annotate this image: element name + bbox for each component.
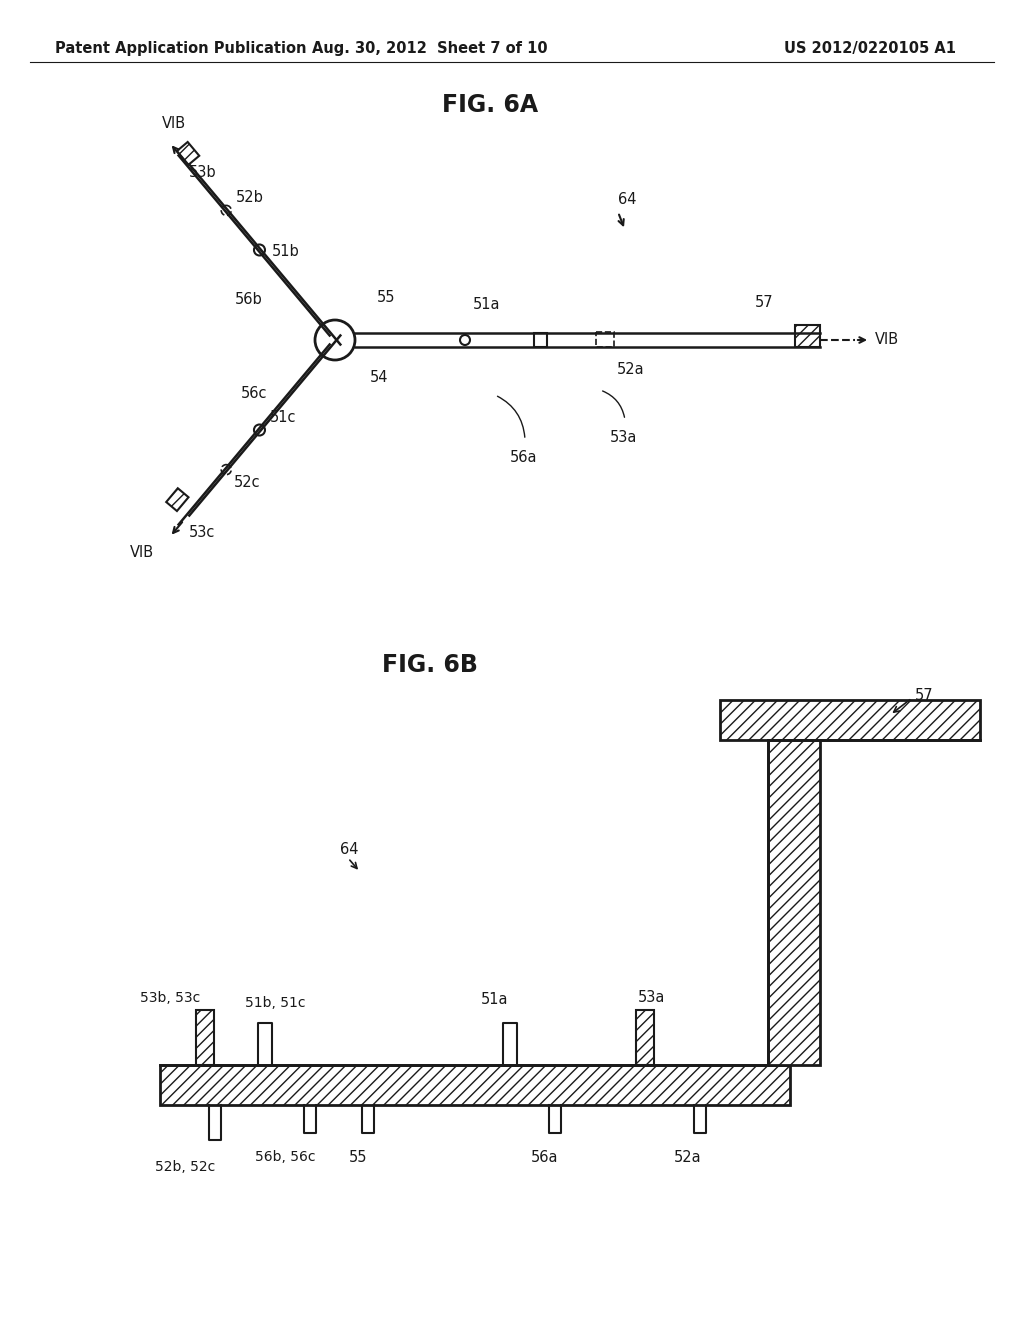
Text: 55: 55 [349, 1150, 368, 1166]
Text: 53b: 53b [189, 165, 216, 180]
Text: 52a: 52a [674, 1150, 701, 1166]
Text: 57: 57 [915, 688, 934, 702]
Text: 55: 55 [377, 290, 395, 305]
Text: 51b, 51c: 51b, 51c [245, 997, 305, 1010]
Text: 64: 64 [340, 842, 358, 858]
Text: 56b: 56b [234, 293, 262, 308]
Text: 52a: 52a [617, 362, 645, 378]
Bar [795, 325, 820, 347]
Text: VIB: VIB [162, 116, 186, 131]
Bar [596, 333, 614, 347]
Text: FIG. 6A: FIG. 6A [442, 92, 538, 117]
Text: 53c: 53c [189, 525, 215, 540]
Text: 51b: 51b [271, 244, 299, 260]
Text: 51c: 51c [269, 411, 296, 425]
Text: Patent Application Publication: Patent Application Publication [55, 41, 306, 55]
Bar [166, 488, 188, 511]
Bar [177, 143, 200, 165]
Text: 52b, 52c: 52b, 52c [155, 1160, 215, 1173]
Text: VIB: VIB [874, 333, 899, 347]
Bar [768, 719, 820, 1065]
Bar [160, 1065, 790, 1105]
Bar [636, 1010, 654, 1065]
Text: 53b, 53c: 53b, 53c [140, 991, 201, 1005]
Text: 53a: 53a [638, 990, 666, 1005]
Text: 57: 57 [755, 294, 773, 310]
Text: 51a: 51a [473, 297, 501, 312]
Text: 54: 54 [370, 371, 388, 385]
Text: 51a: 51a [481, 993, 509, 1007]
Text: 56a: 56a [510, 450, 538, 465]
Text: 64: 64 [618, 193, 637, 207]
Text: 56c: 56c [241, 385, 267, 400]
Text: FIG. 6B: FIG. 6B [382, 653, 478, 677]
Text: Aug. 30, 2012  Sheet 7 of 10: Aug. 30, 2012 Sheet 7 of 10 [312, 41, 548, 55]
Text: 56a: 56a [531, 1150, 559, 1166]
Text: 52c: 52c [234, 475, 261, 490]
Text: 56b, 56c: 56b, 56c [255, 1150, 315, 1164]
Bar [196, 1010, 214, 1065]
Text: 52b: 52b [237, 190, 264, 206]
Text: US 2012/0220105 A1: US 2012/0220105 A1 [784, 41, 956, 55]
Bar [720, 700, 980, 741]
Bar [534, 333, 547, 347]
Text: 53a: 53a [610, 430, 637, 445]
Text: VIB: VIB [130, 545, 154, 560]
